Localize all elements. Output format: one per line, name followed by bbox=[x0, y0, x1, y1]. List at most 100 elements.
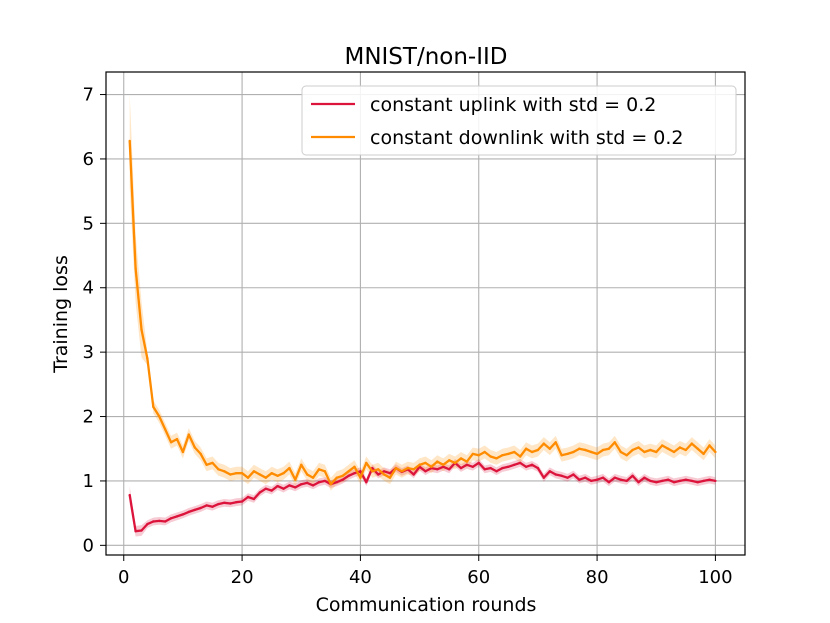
downlink-point bbox=[199, 452, 202, 456]
downlink-point bbox=[661, 444, 664, 447]
uplink-point bbox=[412, 473, 415, 476]
downlink-point bbox=[560, 454, 563, 457]
uplink-point bbox=[223, 501, 226, 504]
uplink-point bbox=[359, 470, 362, 473]
downlink-point bbox=[678, 446, 682, 449]
uplink-point bbox=[542, 476, 545, 479]
uplink-point bbox=[595, 478, 599, 481]
y-tick-label: 0 bbox=[83, 535, 94, 556]
downlink-point bbox=[128, 139, 131, 143]
uplink-point bbox=[672, 481, 676, 484]
downlink-point bbox=[595, 452, 599, 456]
downlink-point bbox=[572, 450, 575, 454]
downlink-point bbox=[530, 450, 534, 454]
uplink-point bbox=[424, 470, 427, 473]
uplink-point bbox=[169, 517, 173, 520]
downlink-point bbox=[412, 468, 415, 471]
y-axis-label: Training loss bbox=[50, 255, 72, 374]
downlink-point bbox=[584, 448, 587, 452]
uplink-point bbox=[382, 470, 386, 473]
downlink-point bbox=[252, 470, 256, 473]
uplink-point bbox=[270, 489, 273, 492]
downlink-point bbox=[359, 476, 362, 479]
downlink-point bbox=[377, 468, 380, 471]
uplink-point bbox=[388, 472, 392, 475]
uplink-point bbox=[601, 476, 605, 479]
downlink-point bbox=[613, 441, 616, 444]
uplink-point bbox=[714, 479, 717, 483]
plot-frame bbox=[105, 71, 746, 556]
uplink-point bbox=[530, 463, 534, 466]
y-tick-label: 2 bbox=[83, 407, 94, 428]
downlink-point bbox=[388, 476, 392, 479]
downlink-point bbox=[371, 470, 374, 473]
uplink-point bbox=[495, 470, 498, 473]
downlink-point bbox=[430, 465, 433, 468]
uplink-point bbox=[217, 502, 220, 506]
series-lines bbox=[128, 139, 717, 533]
uplink-point bbox=[465, 463, 469, 466]
uplink-point bbox=[353, 472, 356, 475]
downlink-point bbox=[524, 447, 528, 450]
downlink-point bbox=[311, 476, 315, 479]
y-tick-label: 4 bbox=[83, 278, 94, 299]
uplink-point bbox=[164, 520, 167, 523]
downlink-point bbox=[205, 463, 208, 466]
uplink-point bbox=[708, 478, 711, 481]
downlink-point bbox=[217, 468, 220, 471]
uplink-point bbox=[335, 481, 338, 484]
downlink-point bbox=[365, 461, 368, 465]
downlink-point bbox=[471, 452, 474, 456]
y-tick-label: 6 bbox=[83, 149, 94, 170]
legend-downlink-label: constant downlink with std = 0.2 bbox=[370, 127, 684, 149]
uplink-point bbox=[489, 466, 492, 470]
downlink-point bbox=[601, 448, 605, 452]
downlink-point bbox=[507, 452, 510, 456]
uplink-point bbox=[175, 515, 179, 518]
uplink-point bbox=[264, 487, 267, 490]
uplink-point bbox=[317, 481, 321, 484]
downlink-point bbox=[714, 450, 717, 454]
uplink-point bbox=[152, 520, 155, 523]
downlink-point bbox=[554, 441, 557, 444]
uplink-point bbox=[572, 473, 575, 476]
legend: constant uplink with std = 0.2 constant … bbox=[301, 85, 737, 156]
uplink-point bbox=[613, 476, 616, 479]
uplink-point bbox=[566, 476, 569, 479]
downlink-point bbox=[406, 466, 409, 470]
uplink-point bbox=[684, 478, 687, 481]
uplink-point bbox=[258, 491, 261, 494]
uplink-point bbox=[584, 476, 587, 479]
uplink-point bbox=[288, 484, 291, 487]
downlink-point bbox=[666, 447, 670, 450]
uplink-point bbox=[246, 495, 250, 499]
chart-title: MNIST/non-IID bbox=[344, 44, 507, 70]
uplink-point bbox=[294, 486, 297, 489]
downlink-point bbox=[690, 442, 693, 445]
downlink-point bbox=[282, 472, 285, 475]
uplink-point bbox=[181, 513, 185, 516]
y-tick-label: 7 bbox=[83, 85, 94, 106]
uplink-point bbox=[519, 461, 522, 465]
uplink-point bbox=[300, 483, 303, 486]
downlink-point bbox=[394, 466, 398, 470]
x-tick-label: 60 bbox=[467, 567, 490, 588]
uplink-point bbox=[146, 522, 149, 526]
downlink-point bbox=[341, 474, 344, 477]
downlink-point bbox=[175, 437, 179, 441]
downlink-point bbox=[483, 450, 486, 454]
downlink-point bbox=[465, 460, 469, 463]
downlink-point bbox=[672, 450, 676, 454]
downlink-point bbox=[631, 448, 634, 452]
downlink-point bbox=[566, 452, 569, 456]
uplink-point bbox=[524, 465, 528, 468]
downlink-point bbox=[477, 454, 480, 457]
uplink-point bbox=[442, 465, 445, 468]
uplink-point bbox=[643, 476, 646, 479]
uplink-point bbox=[477, 461, 480, 465]
x-tick-label: 80 bbox=[586, 567, 609, 588]
uplink-point bbox=[448, 468, 451, 471]
uplink-point bbox=[252, 497, 256, 501]
downlink-point bbox=[489, 455, 492, 458]
